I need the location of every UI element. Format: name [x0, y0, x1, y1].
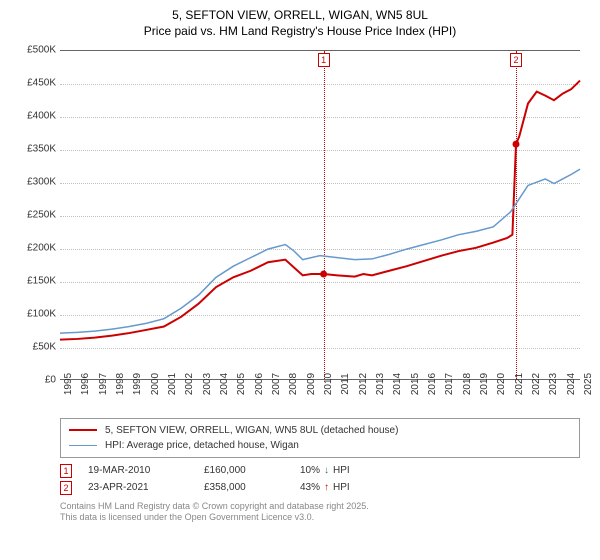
sale-price: £358,000 [204, 482, 284, 493]
y-tick-label: £100K [12, 308, 56, 319]
line-series-svg [60, 51, 580, 379]
legend-swatch [69, 445, 97, 446]
footnote-line2: This data is licensed under the Open Gov… [60, 512, 588, 524]
series-line-price_paid [60, 80, 580, 339]
chart-title-line2: Price paid vs. HM Land Registry's House … [12, 24, 588, 38]
legend-swatch [69, 429, 97, 431]
chart-area: £0 £50K £100K £150K £200K £250K £300K £350K £400… [12, 44, 588, 414]
legend-row: 5, SEFTON VIEW, ORRELL, WIGAN, WN5 8UL (… [69, 423, 571, 438]
sale-delta: 43% ↑ HPI [300, 482, 350, 493]
x-tick-label: 2025 [583, 372, 600, 394]
sale-delta-pct: 43% [300, 482, 320, 493]
series-line-hpi [60, 169, 580, 333]
sale-marker-box: 1 [318, 53, 330, 67]
legend-row: HPI: Average price, detached house, Wiga… [69, 438, 571, 453]
y-tick-label: £500K [12, 44, 56, 55]
sale-date: 23-APR-2021 [88, 482, 188, 493]
sale-date: 19-MAR-2010 [88, 465, 188, 476]
chart-container: 5, SEFTON VIEW, ORRELL, WIGAN, WN5 8UL P… [0, 0, 600, 560]
arrow-up-icon: ↑ [324, 482, 329, 493]
y-tick-label: £350K [12, 143, 56, 154]
sale-row: 1 19-MAR-2010 £160,000 10% ↓ HPI [60, 464, 580, 478]
sale-marker-dot [513, 140, 520, 147]
footnote: Contains HM Land Registry data © Crown c… [60, 501, 588, 524]
sale-delta-vs: HPI [333, 465, 350, 476]
y-tick-label: £250K [12, 209, 56, 220]
sale-delta: 10% ↓ HPI [300, 465, 350, 476]
y-tick-label: £450K [12, 77, 56, 88]
sale-marker-box: 2 [510, 53, 522, 67]
y-tick-label: £150K [12, 275, 56, 286]
sale-row-marker: 1 [60, 464, 72, 478]
arrow-down-icon: ↓ [324, 465, 329, 476]
sale-marker-dot [320, 270, 327, 277]
y-tick-label: £0 [12, 374, 56, 385]
plot-region: 12 [60, 50, 580, 380]
footnote-line1: Contains HM Land Registry data © Crown c… [60, 501, 588, 513]
legend: 5, SEFTON VIEW, ORRELL, WIGAN, WN5 8UL (… [60, 418, 580, 458]
legend-label: 5, SEFTON VIEW, ORRELL, WIGAN, WN5 8UL (… [105, 423, 398, 438]
y-tick-label: £200K [12, 242, 56, 253]
sale-row-marker: 2 [60, 481, 72, 495]
sale-delta-pct: 10% [300, 465, 320, 476]
y-tick-label: £50K [12, 341, 56, 352]
legend-label: HPI: Average price, detached house, Wiga… [105, 438, 299, 453]
sale-row: 2 23-APR-2021 £358,000 43% ↑ HPI [60, 481, 580, 495]
chart-title-line1: 5, SEFTON VIEW, ORRELL, WIGAN, WN5 8UL [12, 8, 588, 24]
sales-list: 1 19-MAR-2010 £160,000 10% ↓ HPI 2 23-APR-2021 £… [60, 464, 580, 495]
y-tick-label: £400K [12, 110, 56, 121]
sale-price: £160,000 [204, 465, 284, 476]
y-tick-label: £300K [12, 176, 56, 187]
sale-delta-vs: HPI [333, 482, 350, 493]
